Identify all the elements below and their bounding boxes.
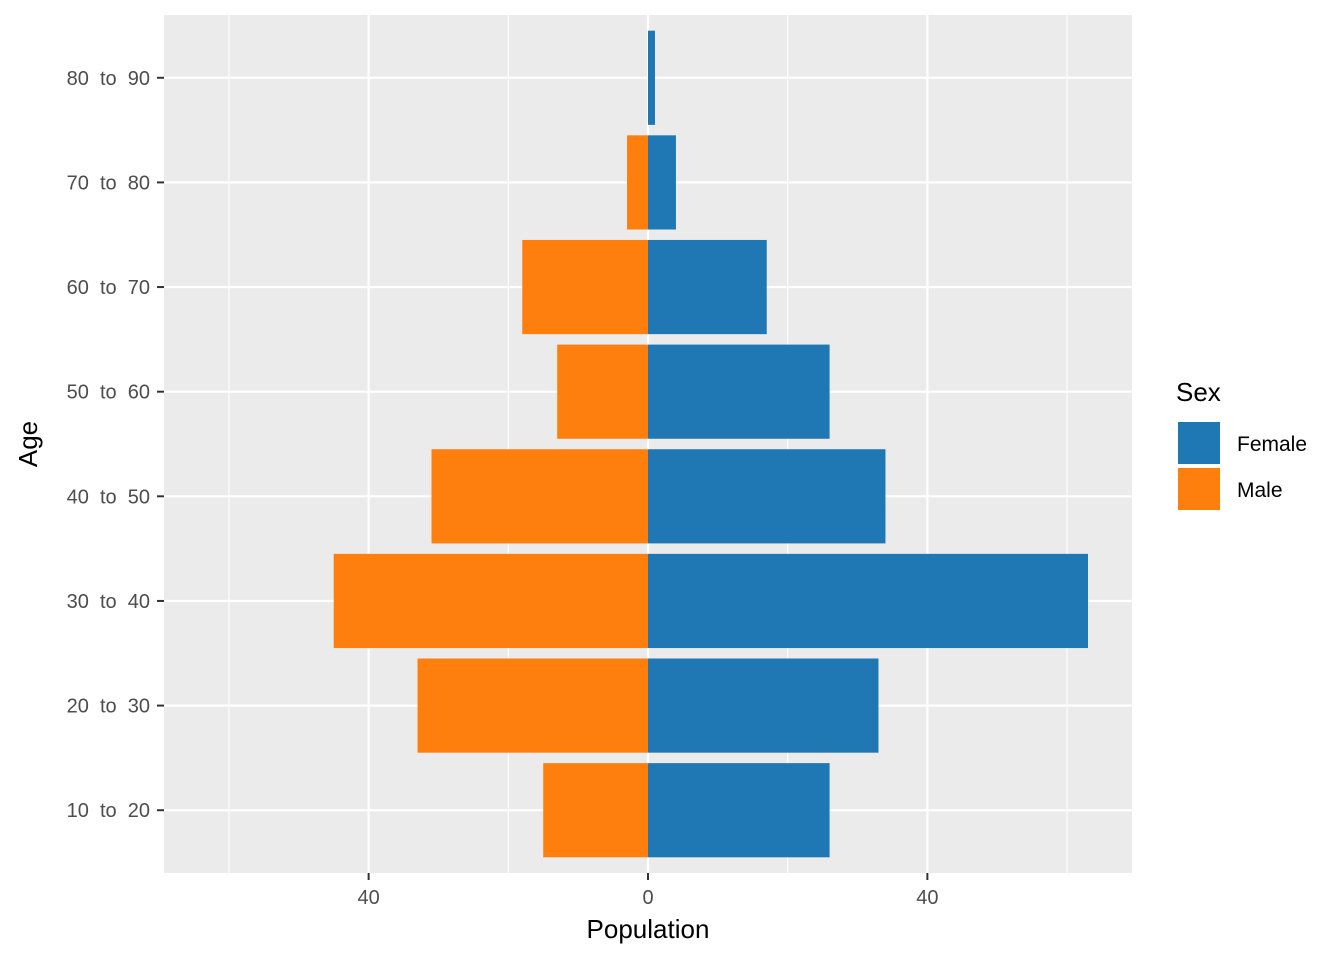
legend-label-male: Male xyxy=(1237,479,1283,502)
bar-male xyxy=(627,135,648,230)
bar-female xyxy=(648,30,655,125)
bar-male xyxy=(522,239,648,335)
x-tick-label: 40 xyxy=(358,887,380,909)
y-tick-label: 60 to 70 xyxy=(67,277,150,299)
y-tick-label: 70 to 80 xyxy=(67,172,150,194)
y-tick-label: 10 to 20 xyxy=(67,800,150,822)
legend-key-male xyxy=(1178,468,1220,510)
legend-label-female: Female xyxy=(1237,433,1307,456)
bar-female xyxy=(648,763,830,858)
bar-male xyxy=(333,553,648,649)
legend-title: Sex xyxy=(1176,377,1221,407)
y-tick-label: 40 to 50 xyxy=(67,486,150,508)
y-tick-label: 80 to 90 xyxy=(67,68,150,90)
bar-female xyxy=(648,553,1088,649)
legend-key-female xyxy=(1178,422,1220,464)
x-tick-label: 0 xyxy=(642,887,653,909)
y-tick-label: 50 to 60 xyxy=(67,382,150,404)
y-axis-title: Age xyxy=(13,421,43,467)
x-axis-title: Population xyxy=(587,914,710,944)
axes: 40 0 40 10 to 20 20 to 30 30 to 40 40 to 50 50 … xyxy=(67,68,939,909)
bar-male xyxy=(557,344,648,439)
bar-female xyxy=(648,658,879,753)
legend: Sex Female Male xyxy=(1176,377,1307,510)
bar-female xyxy=(648,239,767,335)
bar-female xyxy=(648,344,830,439)
bar-female xyxy=(648,449,886,544)
y-tick-label: 30 to 40 xyxy=(67,591,150,613)
bars xyxy=(333,30,1088,858)
bar-male xyxy=(431,449,648,544)
x-tick-label: 40 xyxy=(916,887,938,909)
bar-male xyxy=(417,658,648,753)
bar-female xyxy=(648,135,676,230)
y-tick-label: 20 to 30 xyxy=(67,696,150,718)
bar-male xyxy=(543,763,648,858)
